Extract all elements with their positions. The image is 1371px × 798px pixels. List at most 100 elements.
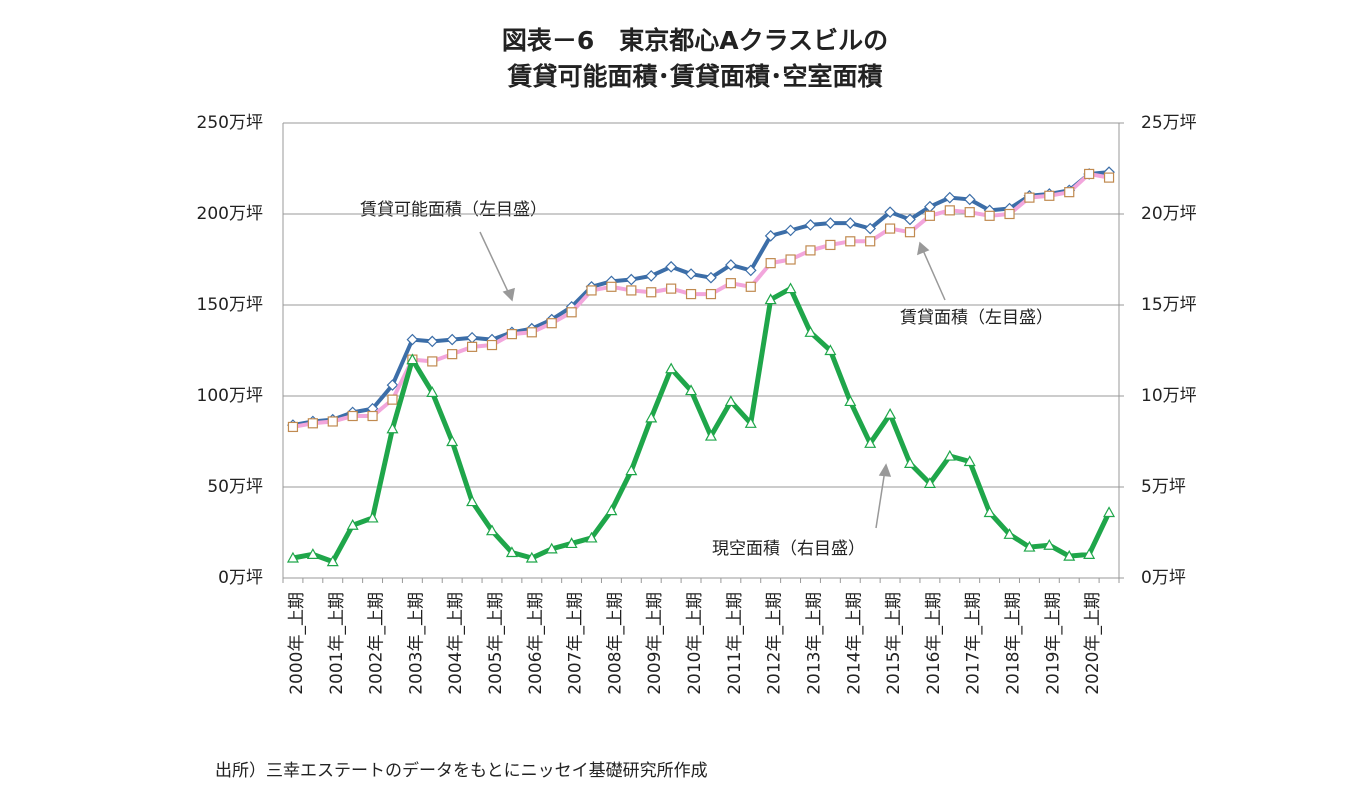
- marker: [406, 333, 419, 346]
- marker: [466, 341, 478, 352]
- arrow-head: [502, 287, 515, 302]
- marker: [327, 416, 338, 427]
- arrow: [875, 469, 886, 529]
- x-tick-label: 2005年_上期: [486, 592, 506, 695]
- x-tick-label: 2007年_上期: [566, 592, 586, 695]
- y-tick-label: 100万坪: [197, 386, 263, 406]
- marker: [1083, 548, 1096, 559]
- marker: [744, 417, 757, 428]
- marker: [1023, 540, 1036, 552]
- marker: [446, 435, 459, 447]
- marker: [1103, 172, 1115, 183]
- x-tick-label: 2011年_上期: [725, 592, 745, 695]
- marker: [466, 331, 478, 344]
- marker: [665, 362, 678, 374]
- x-tick-label: 2010年_上期: [685, 592, 705, 695]
- marker: [347, 410, 358, 422]
- x-tick-label: 2018年_上期: [1004, 592, 1024, 695]
- arrow: [479, 231, 511, 297]
- arrow-head: [917, 241, 930, 256]
- marker: [386, 422, 399, 434]
- y2-tick-label: 5万坪: [1141, 477, 1186, 497]
- marker: [804, 219, 817, 231]
- marker: [964, 207, 975, 218]
- marker: [884, 206, 896, 219]
- chart-title: 図表－6 東京都心Aクラスビルの: [502, 26, 888, 55]
- x-tick-label: 2002年_上期: [367, 592, 387, 695]
- marker: [447, 349, 458, 360]
- marker: [923, 477, 936, 488]
- marker: [824, 344, 837, 356]
- marker: [1043, 539, 1056, 550]
- marker: [426, 386, 439, 397]
- y2-tick-label: 25万坪: [1141, 113, 1197, 133]
- marker: [864, 437, 877, 448]
- marker: [645, 270, 658, 282]
- marker: [884, 407, 897, 419]
- y-tick-label: 250万坪: [197, 113, 263, 133]
- marker: [346, 518, 359, 530]
- marker: [725, 278, 736, 289]
- marker: [1044, 190, 1055, 201]
- marker: [904, 213, 916, 226]
- series-line: [292, 286, 1112, 565]
- marker: [367, 410, 378, 422]
- x-tick-label: 2020年_上期: [1083, 592, 1103, 695]
- marker: [784, 282, 797, 294]
- x-tick-label: 2009年_上期: [645, 592, 665, 695]
- series-label: 賃貸面積（左目盛）: [900, 308, 1053, 328]
- marker: [466, 495, 479, 507]
- x-tick-label: 2017年_上期: [964, 592, 984, 695]
- marker: [485, 524, 499, 536]
- marker: [605, 504, 618, 516]
- x-tick-label: 2000年_上期: [287, 592, 307, 695]
- marker: [426, 335, 439, 348]
- x-tick-label: 2019年_上期: [1043, 592, 1063, 695]
- marker: [1063, 549, 1076, 561]
- arrow-head: [878, 463, 892, 477]
- marker: [665, 260, 677, 273]
- marker: [943, 191, 956, 204]
- annotation-arrows: [479, 231, 946, 529]
- marker: [506, 329, 518, 340]
- marker: [1103, 506, 1116, 518]
- x-tick-label: 2004年_上期: [446, 592, 466, 695]
- marker: [606, 281, 617, 292]
- marker: [685, 384, 698, 396]
- marker: [983, 506, 996, 518]
- marker: [427, 356, 438, 367]
- marker: [825, 239, 836, 251]
- series-label: 賃貸可能面積（左目盛）: [360, 200, 547, 220]
- marker: [585, 531, 598, 543]
- marker: [963, 193, 976, 206]
- arrow: [921, 247, 946, 301]
- marker: [406, 353, 419, 365]
- marker: [625, 464, 638, 476]
- marker: [944, 205, 955, 216]
- chart-title: 賃貸可能面積･賃貸面積･空室面積: [506, 62, 882, 91]
- y2-tick-label: 0万坪: [1141, 568, 1186, 588]
- x-tick-label: 2003年_上期: [406, 592, 426, 695]
- marker: [505, 546, 518, 558]
- marker: [864, 222, 877, 235]
- marker: [943, 449, 956, 461]
- marker: [646, 287, 657, 298]
- marker: [1024, 192, 1035, 203]
- marker: [785, 254, 796, 265]
- marker: [625, 273, 638, 286]
- marker: [545, 542, 558, 554]
- marker: [784, 224, 797, 237]
- marker: [387, 394, 398, 405]
- marker: [586, 285, 597, 296]
- y2-tick-label: 20万坪: [1141, 204, 1197, 224]
- marker: [904, 227, 916, 238]
- marker: [764, 293, 777, 305]
- marker: [805, 245, 816, 256]
- marker: [645, 411, 658, 423]
- marker: [844, 395, 857, 407]
- marker: [984, 210, 995, 221]
- x-tick-label: 2012年_上期: [765, 592, 785, 695]
- marker: [884, 223, 896, 234]
- marker: [705, 271, 717, 284]
